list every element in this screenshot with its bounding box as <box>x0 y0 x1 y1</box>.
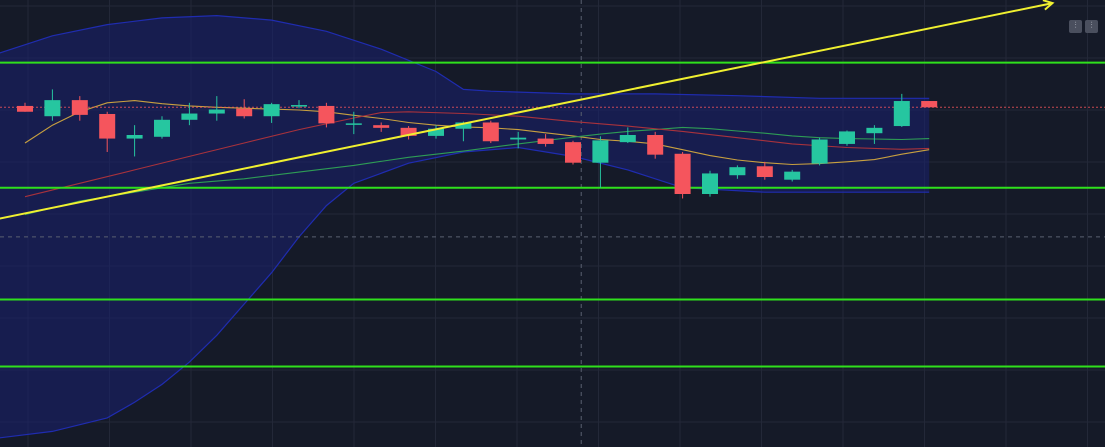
candle-body <box>154 119 170 137</box>
candle-body <box>400 127 417 136</box>
trendline-arrowhead <box>1042 0 1055 11</box>
candle-body <box>784 171 801 180</box>
candle-body <box>702 173 718 194</box>
candle-body <box>318 105 335 124</box>
candle-body <box>99 113 116 139</box>
candle-body <box>126 134 143 139</box>
candle-body <box>208 109 225 114</box>
candle-body <box>236 108 253 117</box>
candle-body <box>428 128 444 136</box>
candle-body <box>345 123 362 125</box>
candle-body <box>17 105 33 112</box>
candle-body <box>373 125 390 128</box>
candle-body <box>674 153 691 194</box>
candle-body <box>921 101 938 108</box>
bollinger-band-upper <box>0 14 930 99</box>
candle-body <box>647 134 664 155</box>
candle-body <box>181 113 198 120</box>
ma-mid-line <box>24 126 930 216</box>
candle-body <box>455 122 472 129</box>
candle-body <box>729 167 746 176</box>
candle-body <box>756 166 773 178</box>
candle-body <box>44 100 61 117</box>
chart-menu-button-2[interactable]: ⫶ <box>1085 20 1098 33</box>
ma-fast-line <box>24 100 930 166</box>
chart-menu-button-1[interactable]: ⫶ <box>1069 20 1082 33</box>
bollinger-band-fill <box>0 15 930 438</box>
candle-body <box>565 142 581 163</box>
candle-body <box>619 134 636 143</box>
candle-body <box>71 100 88 115</box>
ma-slow-line <box>24 111 930 198</box>
candle-body <box>263 104 280 117</box>
candle-body <box>839 131 855 144</box>
trendline <box>0 2 1053 220</box>
candle-body <box>482 122 499 142</box>
candle-body <box>537 138 554 144</box>
candle-body <box>866 127 883 134</box>
candle-body <box>811 139 828 164</box>
candle-body <box>510 137 527 140</box>
candle-body <box>592 140 609 163</box>
bollinger-band-lower <box>0 146 930 439</box>
candle-body <box>291 105 307 107</box>
candle-body <box>893 101 910 127</box>
